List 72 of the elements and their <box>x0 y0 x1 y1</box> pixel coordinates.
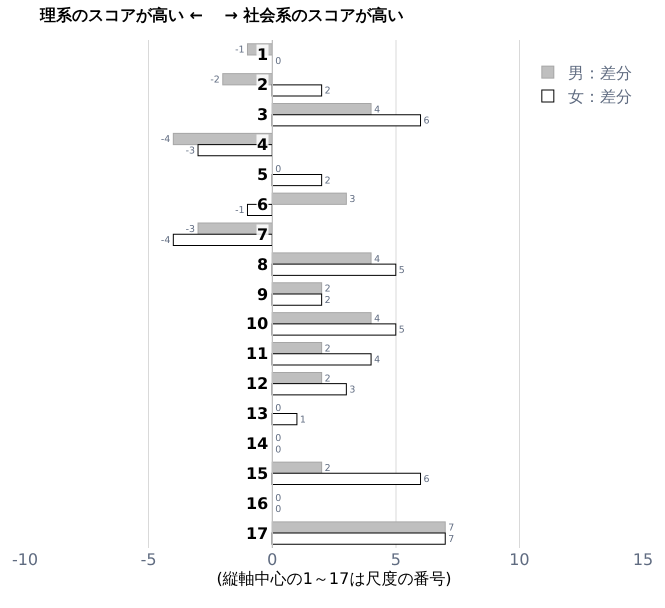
y-tick-label: 2 <box>257 75 268 94</box>
bar <box>272 84 322 97</box>
y-tick-label: 7 <box>257 225 268 244</box>
y-tick-label: 17 <box>246 524 268 543</box>
data-label: 4 <box>374 314 380 325</box>
y-tick-label: 9 <box>257 285 268 304</box>
y-tick-label: 11 <box>246 344 268 363</box>
data-label: 2 <box>324 175 331 186</box>
bar <box>272 264 396 276</box>
data-label: 0 <box>275 56 282 67</box>
data-label: -1 <box>235 205 244 216</box>
y-tick-label: 10 <box>246 314 268 333</box>
data-label: -3 <box>186 145 196 156</box>
y-tick-label: 14 <box>246 434 268 453</box>
y-tick-label: 5 <box>257 165 268 184</box>
data-label: 6 <box>424 116 430 127</box>
x-tick-label: 5 <box>390 550 401 569</box>
x-tick-label: -5 <box>140 550 157 569</box>
y-tick-label: 8 <box>257 255 268 274</box>
x-tick-label: 10 <box>509 550 530 569</box>
data-label: 2 <box>324 294 331 306</box>
y-tick-label: 16 <box>246 494 268 513</box>
data-label: 4 <box>374 254 380 265</box>
bar <box>272 413 298 426</box>
data-label: 0 <box>275 444 282 456</box>
data-label: 2 <box>324 462 331 474</box>
y-tick-label: 12 <box>246 374 268 393</box>
bar <box>272 294 322 306</box>
data-label: 0 <box>275 433 282 444</box>
legend-label: 男：差分 <box>568 63 632 82</box>
data-label: -3 <box>186 224 196 235</box>
data-label: 7 <box>448 522 454 534</box>
data-label: 4 <box>374 354 380 366</box>
data-label: 0 <box>275 164 282 176</box>
data-label: -4 <box>160 235 170 246</box>
data-label: 2 <box>324 343 331 354</box>
bar <box>272 323 396 336</box>
x-tick-label: 0 <box>267 550 278 569</box>
bar <box>272 353 372 366</box>
data-label: 7 <box>448 534 454 545</box>
bar <box>272 174 322 186</box>
y-tick-label: 4 <box>257 135 268 154</box>
y-tick-label: 13 <box>246 404 268 423</box>
data-label: 5 <box>398 324 405 336</box>
x-tick-label: 15 <box>632 550 654 569</box>
bar <box>272 472 422 485</box>
data-label: 1 <box>300 414 306 426</box>
data-label: -2 <box>210 74 220 86</box>
data-label: 3 <box>349 194 356 205</box>
data-label: 4 <box>374 104 380 116</box>
data-label: 0 <box>275 504 282 516</box>
data-label: -1 <box>235 44 244 56</box>
y-tick-label: 6 <box>257 195 268 214</box>
y-tick-label: 1 <box>257 45 268 64</box>
x-axis-title: (縦軸中心の1～17は尺度の番号) <box>216 569 452 588</box>
data-label: 3 <box>349 384 356 396</box>
data-label: -4 <box>160 134 170 146</box>
legend-label: 女：差分 <box>568 87 632 106</box>
data-label: 2 <box>324 86 331 97</box>
bar <box>272 383 347 396</box>
data-label: 5 <box>398 264 405 276</box>
bar <box>272 114 422 126</box>
data-label: 0 <box>275 403 282 414</box>
y-tick-label: 3 <box>257 105 268 124</box>
y-tick-label: 15 <box>246 464 268 483</box>
bar <box>272 532 446 545</box>
chart-title: 理系のスコアが高い ← → 社会系のスコアが高い <box>38 5 404 24</box>
data-label: 2 <box>324 373 331 384</box>
data-label: 0 <box>275 492 282 504</box>
x-tick-label: -10 <box>12 550 38 569</box>
data-label: 6 <box>424 474 430 486</box>
data-label: 2 <box>324 284 331 295</box>
